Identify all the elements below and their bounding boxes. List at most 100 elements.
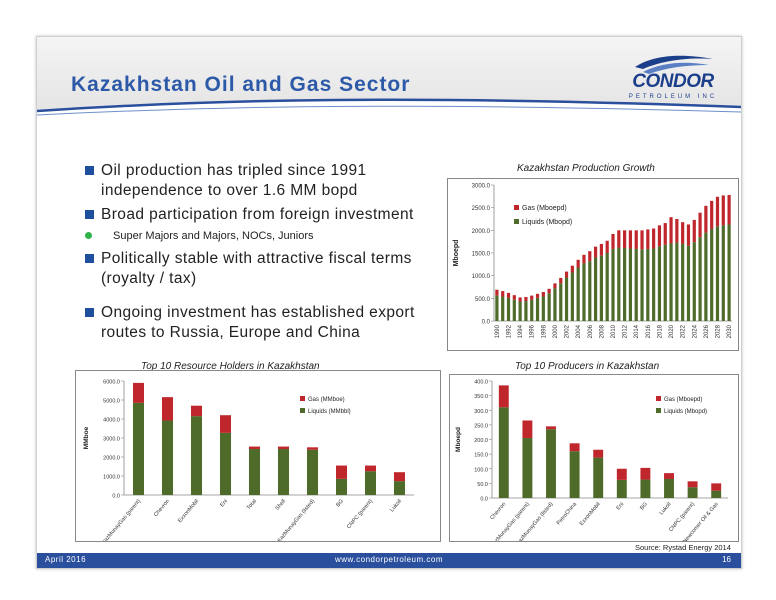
gas-bar [640,467,651,480]
gas-bar [524,296,528,302]
x-tick-label: KazMunayGas (parent) [101,498,142,541]
footer-bar: April 2016 www.condorpetroleum.com 16 [37,553,741,568]
liquids-bar [582,263,586,321]
x-tick-label: BG [335,498,345,508]
x-tick-label: 2002 [565,324,571,338]
bullet-item: Broad participation from foreign investm… [85,205,445,225]
gas-bar [646,229,650,249]
x-tick-label: 2026 [704,324,710,338]
legend-swatch [300,408,305,413]
page-title: Kazakhstan Oil and Gas Sector [71,73,411,96]
liquids-bar [646,248,650,321]
gas-bar [588,251,592,262]
liquids-bar [710,228,714,321]
x-tick-label: ExxonMobil [579,501,602,527]
bullet-text: Broad participation from foreign investm… [101,206,414,223]
liquids-bar [277,449,290,495]
x-tick-label: 1996 [530,324,536,338]
legend-swatch [514,205,519,210]
liquids-bar [495,295,499,321]
y-tick-label: 0.0 [112,494,120,500]
gas-bar [710,200,714,229]
y-tick-label: 5000.0 [103,399,120,405]
liquids-bar [605,253,609,321]
liquids-bar [190,416,203,495]
liquids-bar [617,247,621,321]
gas-bar [364,465,377,472]
gas-bar [582,254,586,264]
gas-bar [711,483,722,491]
company-logo: CONDOR PETROLEUM INC [619,53,727,107]
gas-bar [715,196,720,227]
gas-bar [498,385,509,408]
liquids-bar [634,248,638,321]
legend-label: Gas (MMboe) [308,397,345,403]
square-bullet-icon [85,166,94,175]
gas-bar [190,405,203,417]
gas-bar [663,223,667,245]
gas-bar [553,283,557,289]
x-tick-label: Shell [275,498,287,511]
liquids-bar [335,478,348,495]
x-tick-label: 2008 [599,324,605,338]
gas-bar [599,243,603,256]
liquids-bar [393,481,406,495]
x-tick-label: 2022 [681,324,687,338]
y-tick-label: 0.0 [480,497,488,503]
x-tick-label: Lukoil [389,498,403,513]
liquids-bar [669,243,673,321]
x-tick-label: 2014 [634,324,640,338]
y-tick-label: 350.0 [474,394,488,400]
liquids-bar [611,248,615,321]
legend-swatch [656,408,661,413]
liquids-bar [530,299,534,321]
liquids-bar [546,429,556,498]
gas-bar [634,230,638,249]
y-tick-label: 150.0 [474,453,488,459]
gas-bar [518,297,522,302]
y-tick-label: 300.0 [474,409,488,415]
x-tick-label: Chevron [153,498,171,518]
legend-label: Liquids (Mbopd) [664,409,707,415]
gas-bar [640,230,644,250]
gas-bar [657,225,662,247]
liquids-bar [535,297,540,321]
bullet-text: Ongoing investment has established expor… [101,304,415,341]
y-tick-label: 500.0 [475,297,491,303]
liquids-bar [727,224,731,321]
liquids-bar [652,248,656,321]
y-tick-label: 1000.0 [472,274,491,280]
liquids-bar [564,277,569,321]
gas-bar [605,240,609,253]
y-tick-label: 200.0 [474,438,488,444]
gas-bar [530,295,534,300]
y-tick-label: 2000.0 [472,229,491,235]
y-axis-label: MMboe [83,426,90,449]
gas-bar [495,289,499,296]
gas-bar [669,217,673,244]
liquids-bar [593,257,598,321]
chart-title-producers: Top 10 Producers in Kazakhstan [515,361,660,372]
y-tick-label: 2000.0 [103,456,120,462]
liquids-bar [498,407,509,498]
legend-label: Liquids (Mbopd) [522,219,572,226]
x-tick-label: 2016 [646,324,652,338]
y-tick-label: 2500.0 [472,206,491,212]
gas-bar [611,233,615,249]
liquids-bar [675,242,679,321]
liquids-bar [547,293,551,321]
legend-swatch [300,396,305,401]
gas-bar [698,212,702,238]
x-tick-label: 2024 [692,324,698,338]
bullet-item: Politically stable with attractive fisca… [85,249,445,289]
gas-bar [512,295,516,300]
y-tick-label: 3000.0 [472,184,491,190]
liquids-bar [687,487,698,498]
y-tick-label: 100.0 [474,467,488,473]
gas-bar [393,472,406,482]
liquids-bar [161,420,174,495]
gas-bar [161,397,174,421]
logo-wings-icon [635,55,713,74]
chart-title-production: Kazakhstan Production Growth [517,163,655,174]
square-bullet-icon [85,308,94,317]
